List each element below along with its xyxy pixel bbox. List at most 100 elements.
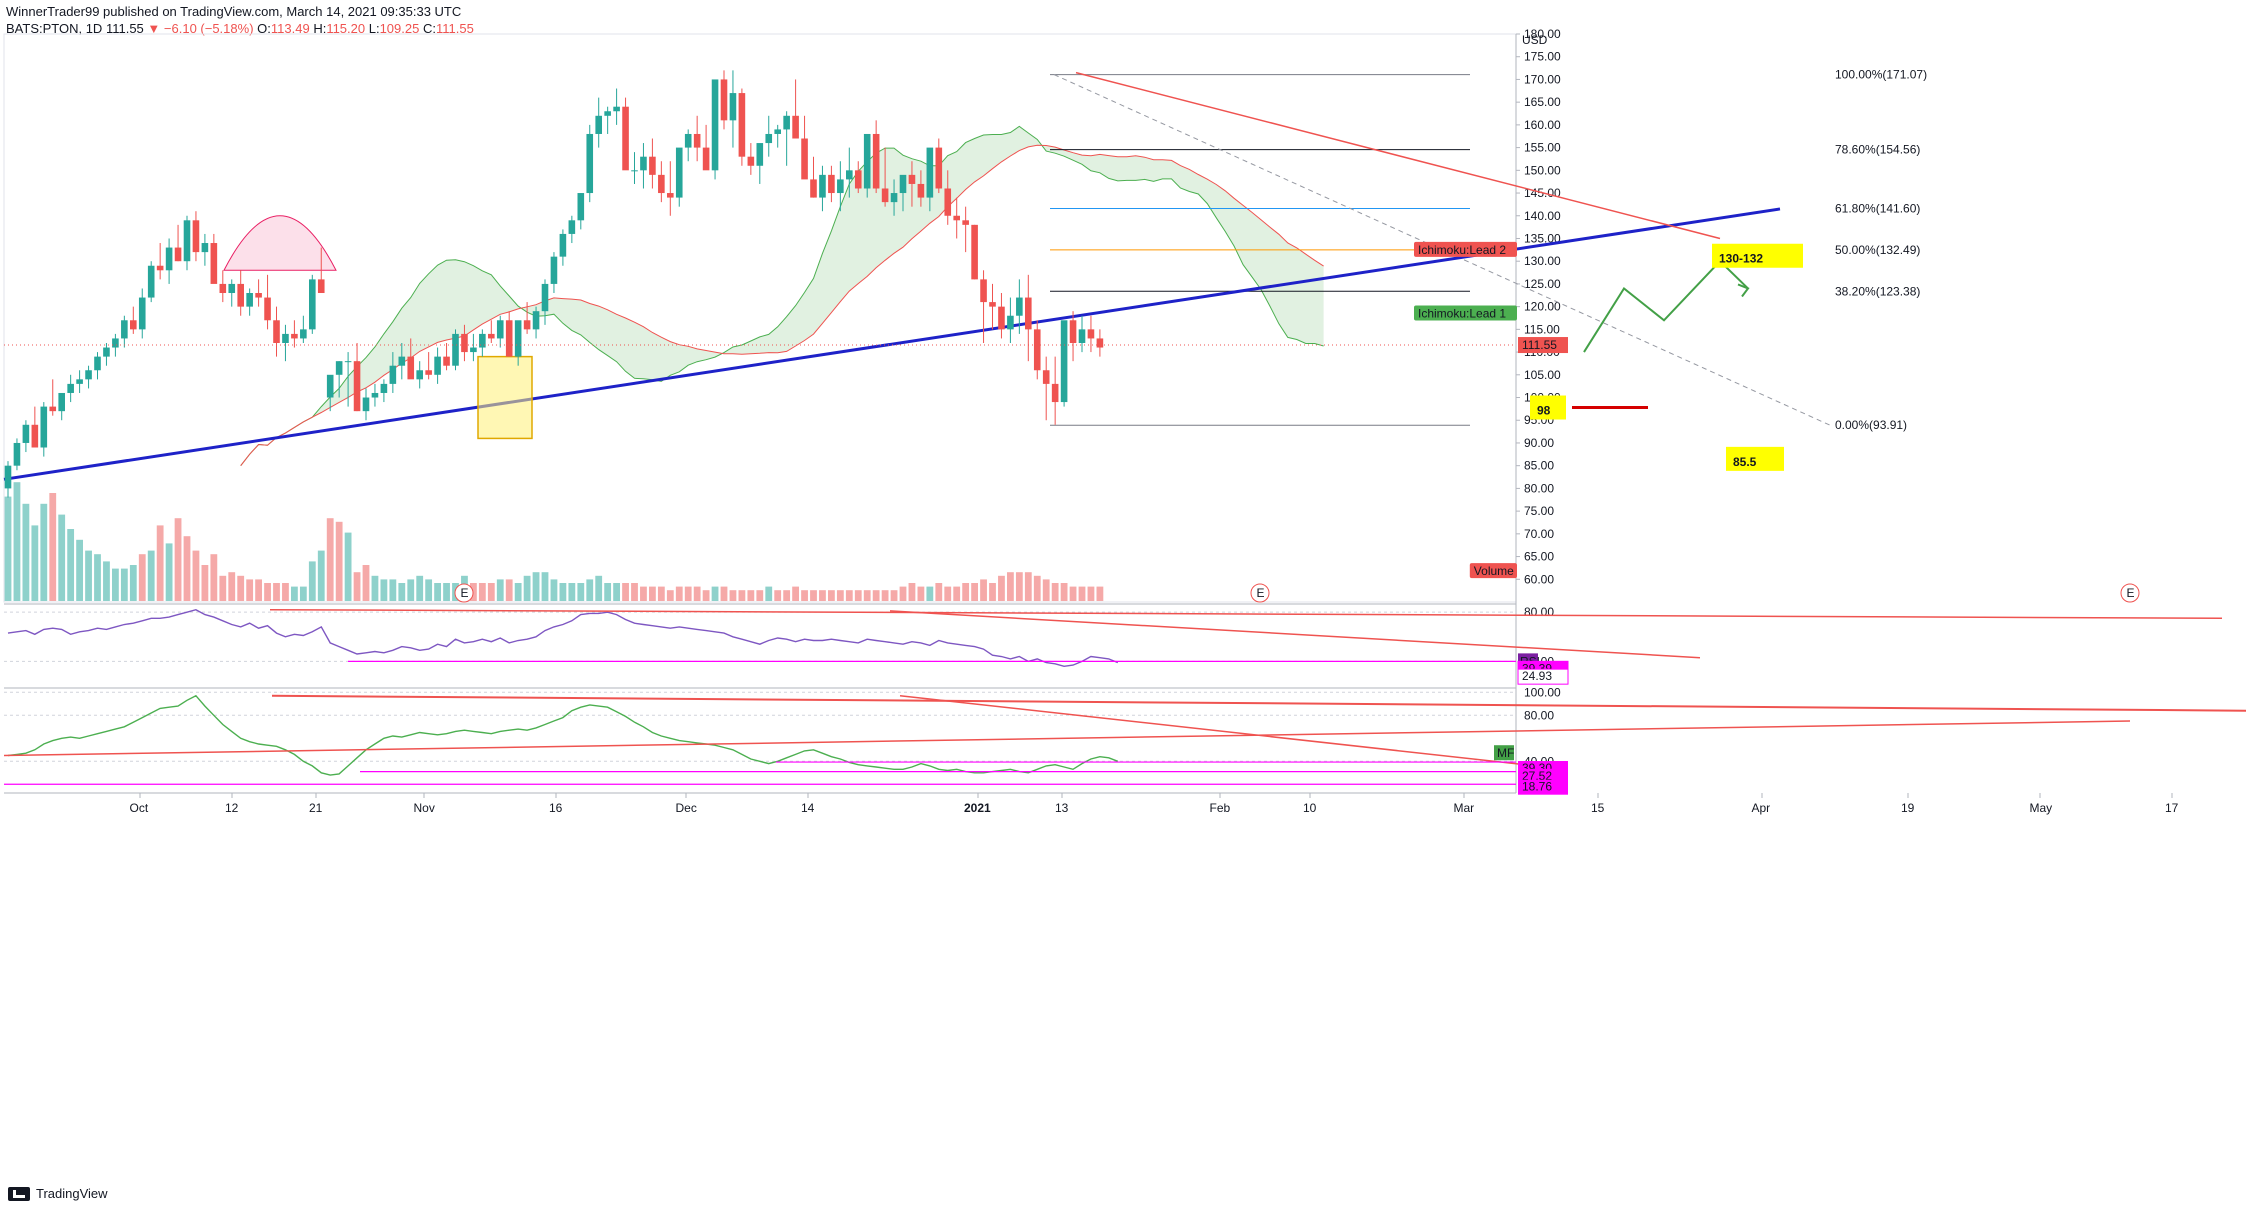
volume-bar	[353, 572, 361, 601]
candle-body	[541, 283, 549, 312]
volume-bar	[264, 583, 271, 601]
candle-body	[121, 320, 128, 339]
candle-body	[819, 174, 826, 198]
volume-bar	[219, 575, 227, 601]
price-axis-label: 140.00	[1524, 209, 1561, 223]
candle-body	[711, 79, 719, 171]
price-annotation-text: 130-132	[1719, 252, 1763, 266]
candle-body	[103, 347, 110, 357]
high-value: 115.20	[326, 21, 366, 36]
high-label: H:	[313, 21, 327, 36]
symbol-name[interactable]: BATS:PTON, 1D	[6, 21, 103, 36]
rsi-value-label: 24.93	[1522, 669, 1552, 683]
volume-bar	[380, 579, 388, 601]
time-axis-label: 15	[1591, 801, 1605, 815]
rsi-value-tag	[1517, 668, 1569, 685]
time-axis-label: Mar	[1454, 801, 1475, 815]
price-axis-label: 85.00	[1524, 459, 1554, 473]
price-axis-label: 120.00	[1524, 300, 1561, 314]
candle-body	[908, 174, 916, 184]
candle-body	[586, 133, 594, 194]
candle-body	[720, 79, 728, 121]
volume-bar	[881, 590, 889, 601]
volume-bar	[192, 550, 200, 601]
volume-bar	[120, 568, 128, 601]
candle-body	[944, 188, 952, 216]
volume-bar	[31, 525, 39, 601]
volume-bar	[631, 583, 638, 601]
candle-body	[550, 256, 558, 284]
time-axis-label: Apr	[1752, 801, 1771, 815]
rsi-trend-line	[889, 610, 1701, 659]
volume-bar	[362, 565, 370, 601]
volume-bar	[828, 590, 835, 601]
price-axis-label: 165.00	[1524, 95, 1561, 109]
mf-legend-label: MF	[1497, 746, 1514, 760]
candle-body	[22, 424, 30, 443]
price-axis-label: 75.00	[1524, 504, 1554, 518]
mf-value-label: 18.76	[1522, 780, 1552, 794]
volume-bar	[944, 586, 952, 601]
volume-bar	[416, 575, 424, 601]
candle-body	[201, 243, 209, 253]
indicator-legend-label: Ichimoku:Lead 2	[1418, 243, 1506, 257]
volume-bar	[819, 590, 826, 601]
volume-bar	[282, 583, 289, 601]
candle-body	[926, 147, 934, 198]
volume-bar	[94, 554, 101, 601]
price-axis-label: 150.00	[1524, 163, 1561, 177]
indicator-legend-label: Ichimoku:Lead 1	[1418, 306, 1506, 320]
candle-body	[398, 356, 406, 366]
candle-body	[1042, 370, 1050, 384]
candle-body	[183, 220, 191, 262]
candle-body	[67, 383, 74, 393]
candle-body	[962, 220, 969, 225]
fib-level-label: 0.00%(93.91)	[1835, 418, 1907, 432]
candle-body	[344, 361, 352, 363]
volume-bar	[505, 579, 513, 601]
time-axis-label: 2021	[964, 801, 991, 815]
volume-bar	[58, 514, 66, 601]
volume-bar	[792, 586, 799, 601]
volume-bar	[935, 583, 943, 601]
time-axis-label: Dec	[676, 801, 697, 815]
candle-body	[801, 138, 808, 180]
candle-body	[443, 356, 450, 366]
volume-bar	[237, 575, 245, 601]
mf-trend-line	[899, 695, 1547, 768]
price-axis-label: 180.00	[1524, 27, 1561, 41]
volume-bar	[103, 561, 110, 601]
ichimoku-lead2-line	[240, 144, 1324, 467]
volume-bar	[738, 590, 746, 601]
candle-body	[479, 333, 486, 348]
earnings-icon-label: E	[1257, 586, 1265, 600]
volume-bar	[1024, 572, 1032, 601]
candle-body	[309, 279, 316, 330]
candle-body	[595, 115, 602, 134]
price-annotation-box	[1726, 446, 1784, 471]
mf-axis-label: 100.00	[1524, 685, 1561, 699]
volume-bar	[246, 579, 254, 601]
volume-bar	[487, 583, 495, 601]
indicator-legend-tag	[1414, 241, 1517, 257]
candle-body	[264, 297, 271, 321]
candle-body	[273, 320, 280, 343]
volume-bar	[613, 583, 620, 601]
candle-body	[255, 293, 262, 298]
candle-body	[1087, 329, 1095, 339]
price-annotation-box	[1712, 243, 1803, 268]
mf-line	[7, 694, 1119, 776]
volume-bar	[657, 586, 665, 601]
tradingview-logo-icon[interactable]	[8, 1186, 30, 1201]
volume-bar	[989, 583, 996, 601]
candle-body	[675, 147, 683, 198]
volume-bar	[1096, 586, 1104, 601]
volume-bar	[532, 572, 540, 601]
price-axis-label: 115.00	[1524, 322, 1560, 336]
candle-body	[210, 243, 218, 284]
price-axis-label: 170.00	[1524, 72, 1561, 86]
footer-brand[interactable]: TradingView	[36, 1186, 108, 1201]
price-axis-label: 160.00	[1524, 118, 1561, 132]
volume-bar	[514, 583, 522, 601]
